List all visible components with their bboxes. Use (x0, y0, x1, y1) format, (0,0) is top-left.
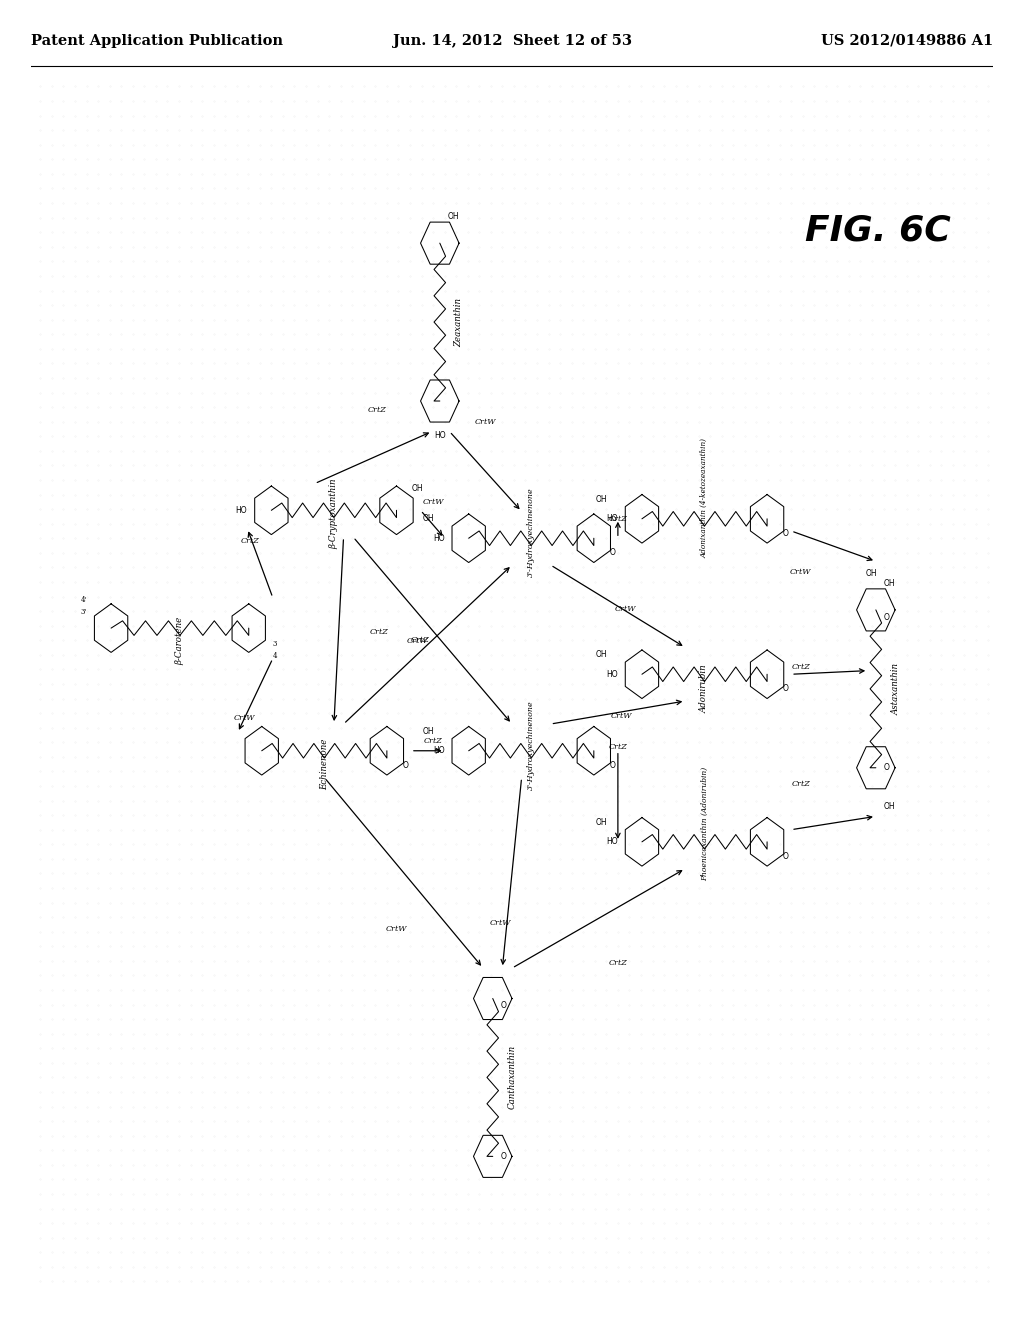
Text: HO: HO (606, 669, 617, 678)
Text: CrtZ: CrtZ (608, 743, 628, 751)
Text: OH: OH (423, 727, 434, 735)
Text: CrtW: CrtW (791, 568, 811, 577)
Text: CrtW: CrtW (407, 638, 428, 645)
Text: O: O (782, 851, 788, 861)
Text: 3'-Hydroxyechinenone: 3'-Hydroxyechinenone (527, 700, 536, 789)
Text: CrtW: CrtW (474, 417, 496, 425)
Text: Phoenicoxanthin (Adonirubin): Phoenicoxanthin (Adonirubin) (700, 767, 709, 880)
Text: CrtW: CrtW (422, 498, 443, 506)
Text: O: O (884, 612, 890, 622)
Text: CrtZ: CrtZ (608, 960, 628, 968)
Text: CrtW: CrtW (611, 711, 633, 719)
Text: β-Carotene: β-Carotene (175, 616, 184, 664)
Text: HO: HO (433, 746, 444, 755)
Text: Jun. 14, 2012  Sheet 12 of 53: Jun. 14, 2012 Sheet 12 of 53 (392, 34, 632, 48)
Text: O: O (782, 529, 788, 537)
Text: HO: HO (236, 506, 248, 515)
Text: O: O (884, 763, 890, 772)
Text: CrtW: CrtW (489, 919, 511, 927)
Text: Adonixanthin (4-ketozeaxanthin): Adonixanthin (4-ketozeaxanthin) (700, 438, 709, 557)
Text: CrtZ: CrtZ (412, 636, 430, 644)
Text: CrtZ: CrtZ (368, 405, 387, 413)
Text: Canthaxanthin: Canthaxanthin (508, 1045, 517, 1110)
Text: O: O (609, 760, 615, 770)
Text: CrtZ: CrtZ (608, 515, 628, 523)
Text: OH: OH (447, 213, 459, 220)
Text: 4: 4 (272, 652, 278, 660)
Text: 3'-Hydroxyechinenone: 3'-Hydroxyechinenone (527, 487, 536, 577)
Text: CrtZ: CrtZ (241, 537, 259, 545)
Text: CrtZ: CrtZ (370, 628, 388, 636)
Text: CrtW: CrtW (386, 925, 408, 933)
Text: US 2012/0149886 A1: US 2012/0149886 A1 (821, 34, 993, 48)
Text: CrtW: CrtW (614, 605, 636, 612)
Text: OH: OH (865, 569, 877, 578)
Text: OH: OH (412, 484, 424, 492)
Text: Echinenone: Echinenone (319, 738, 329, 789)
Text: 3: 3 (272, 640, 278, 648)
Text: O: O (609, 548, 615, 557)
Text: 4': 4' (81, 595, 87, 603)
Text: FIG. 6C: FIG. 6C (805, 214, 950, 248)
Text: Zeaxanthin: Zeaxanthin (455, 297, 463, 347)
Text: OH: OH (884, 803, 895, 810)
Text: CrtZ: CrtZ (792, 663, 810, 671)
Text: O: O (402, 760, 409, 770)
Text: 3': 3' (81, 609, 87, 616)
Text: HO: HO (606, 837, 617, 846)
Text: HO: HO (606, 515, 617, 523)
Text: Adonirubin: Adonirubin (700, 664, 709, 713)
Text: OH: OH (596, 651, 607, 659)
Text: OH: OH (596, 818, 607, 826)
Text: CrtZ: CrtZ (792, 780, 810, 788)
Text: CrtW: CrtW (233, 714, 255, 722)
Text: HO: HO (434, 432, 445, 441)
Text: Astaxanthin: Astaxanthin (891, 663, 900, 715)
Text: Patent Application Publication: Patent Application Publication (31, 34, 283, 48)
Text: OH: OH (884, 578, 895, 587)
Text: β-Cryptoxanthin: β-Cryptoxanthin (330, 479, 338, 549)
Text: OH: OH (596, 495, 607, 504)
Text: HO: HO (433, 533, 444, 543)
Text: O: O (782, 684, 788, 693)
Text: OH: OH (423, 515, 434, 523)
Text: O: O (501, 1152, 506, 1160)
Text: O: O (501, 1002, 506, 1010)
Text: CrtZ: CrtZ (424, 737, 442, 744)
